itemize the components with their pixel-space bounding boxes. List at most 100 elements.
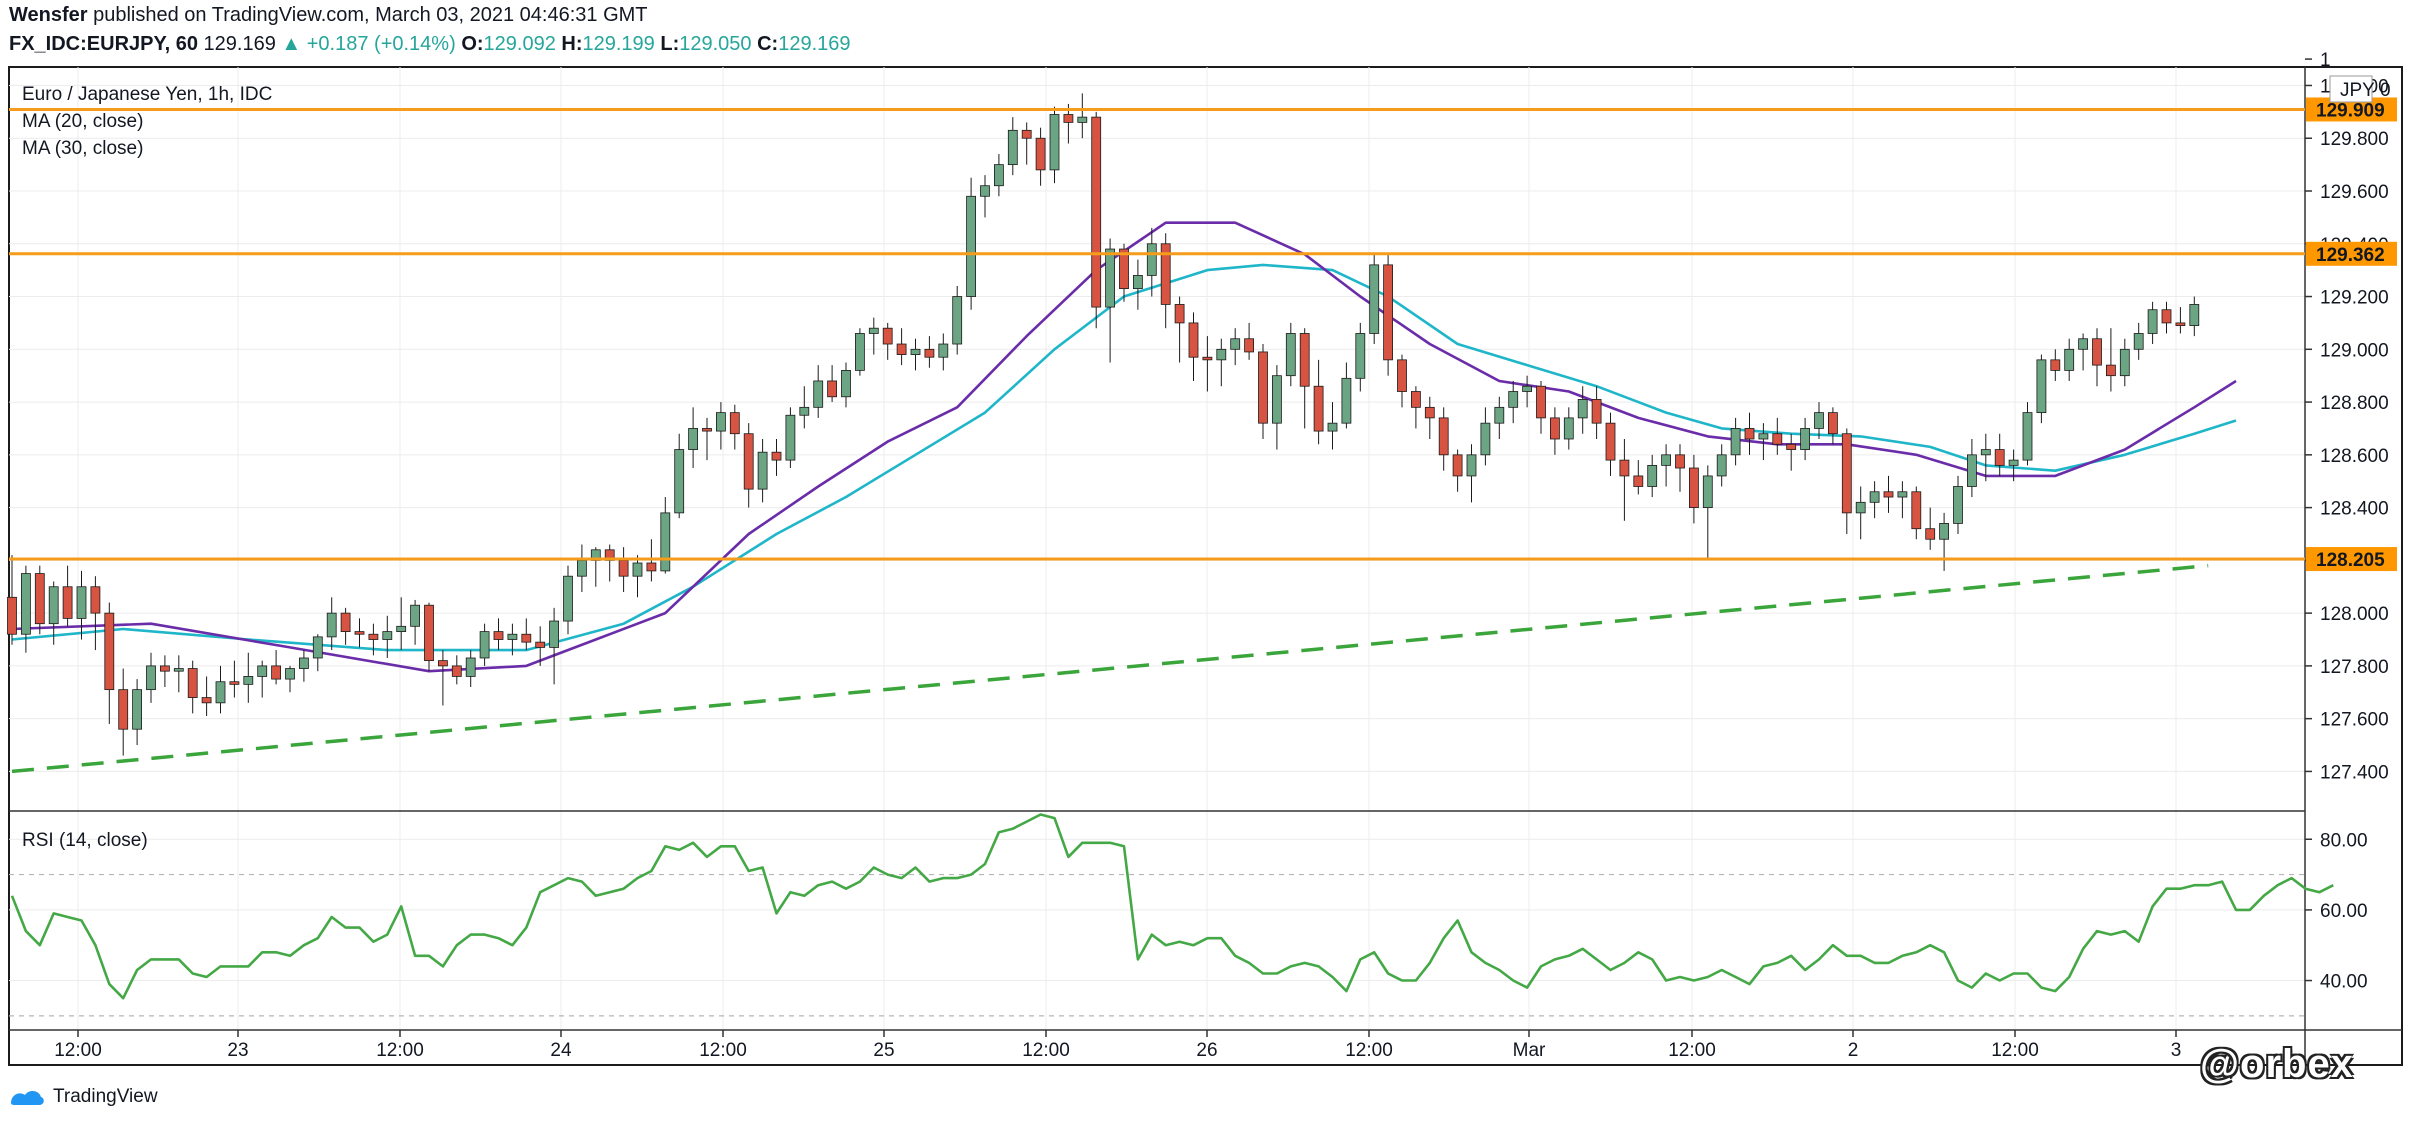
candle[interactable]	[1146, 227, 1157, 297]
candle[interactable]	[451, 655, 462, 685]
candle[interactable]	[1438, 407, 1449, 471]
candle[interactable]	[118, 668, 129, 756]
candle[interactable]	[2008, 449, 2019, 482]
candle[interactable]	[660, 497, 671, 574]
candle[interactable]	[104, 602, 115, 724]
candle[interactable]	[1369, 254, 1380, 345]
candle[interactable]	[827, 365, 837, 403]
candle[interactable]	[2105, 328, 2116, 392]
candle[interactable]	[2022, 402, 2033, 466]
candle[interactable]	[2036, 354, 2047, 424]
candle[interactable]	[1091, 111, 1102, 329]
candle[interactable]	[1744, 412, 1755, 455]
candle[interactable]	[298, 650, 309, 682]
candle[interactable]	[132, 679, 143, 746]
candle[interactable]	[1021, 122, 1032, 165]
candle[interactable]	[1633, 460, 1644, 495]
candle[interactable]	[1563, 407, 1574, 450]
candle[interactable]	[1258, 344, 1268, 439]
candle[interactable]	[1647, 454, 1658, 498]
candle[interactable]	[896, 328, 907, 366]
candle[interactable]	[813, 365, 824, 418]
symbol-name[interactable]: FX_IDC:EURJPY, 60	[9, 33, 198, 55]
candle[interactable]	[618, 547, 629, 593]
candle[interactable]	[1299, 328, 1310, 429]
candle[interactable]	[1411, 386, 1421, 429]
candle[interactable]	[1869, 481, 1880, 519]
candle[interactable]	[1883, 475, 1894, 513]
candle[interactable]	[855, 328, 865, 376]
candle[interactable]	[868, 317, 879, 355]
candle[interactable]	[729, 404, 740, 450]
legend-ma30[interactable]: MA (30, close)	[22, 138, 143, 159]
candle[interactable]	[1077, 93, 1088, 139]
candle[interactable]	[841, 362, 851, 408]
candle[interactable]	[577, 544, 587, 593]
trendline[interactable]	[11, 563, 2209, 774]
currency-badge[interactable]	[2329, 75, 2373, 103]
candle[interactable]	[396, 597, 407, 651]
candle[interactable]	[882, 322, 893, 360]
candle[interactable]	[229, 660, 240, 698]
candle[interactable]	[1730, 417, 1741, 466]
candle[interactable]	[1967, 439, 1977, 498]
candle[interactable]	[632, 555, 643, 598]
trendline-segment[interactable]	[11, 563, 2209, 774]
candle[interactable]	[2133, 322, 2144, 360]
candle[interactable]	[326, 597, 337, 651]
candle[interactable]	[437, 650, 448, 706]
rsi-path[interactable]	[10, 813, 2334, 1000]
candle[interactable]	[1911, 486, 1922, 540]
candle[interactable]	[1508, 380, 1519, 424]
candle[interactable]	[1550, 407, 1560, 455]
candle[interactable]	[1577, 386, 1588, 434]
candle[interactable]	[507, 623, 518, 656]
candle[interactable]	[771, 439, 782, 476]
candle[interactable]	[20, 565, 31, 653]
horizontal-levels[interactable]	[9, 107, 2305, 561]
candle[interactable]	[90, 576, 101, 651]
candle[interactable]	[1383, 254, 1393, 376]
candle[interactable]	[674, 433, 685, 519]
candle[interactable]	[2050, 349, 2061, 381]
candle[interactable]	[702, 417, 712, 461]
candle[interactable]	[1814, 402, 1824, 439]
candle[interactable]	[590, 547, 601, 587]
rsi-line[interactable]	[10, 813, 2334, 1000]
candle[interactable]	[201, 676, 212, 717]
candle[interactable]	[424, 602, 434, 672]
candle[interactable]	[1494, 396, 1505, 439]
candle[interactable]	[1716, 444, 1727, 487]
candle[interactable]	[1174, 296, 1185, 363]
candle[interactable]	[1188, 312, 1199, 381]
candle[interactable]	[1313, 359, 1324, 445]
candle[interactable]	[257, 660, 268, 698]
candle[interactable]	[1452, 449, 1463, 492]
candle[interactable]	[34, 565, 45, 635]
candle[interactable]	[966, 177, 976, 310]
candle[interactable]	[2064, 338, 2075, 381]
candle[interactable]	[1216, 338, 1227, 387]
candle[interactable]	[1466, 444, 1477, 503]
ma20-path[interactable]	[11, 221, 2237, 673]
candle[interactable]	[994, 154, 1004, 197]
legend-title[interactable]: Euro / Japanese Yen, 1h, IDC	[22, 84, 272, 105]
candle[interactable]	[465, 650, 476, 687]
candle[interactable]	[312, 634, 323, 672]
candle[interactable]	[1786, 433, 1797, 471]
candle[interactable]	[1800, 417, 1810, 461]
candle[interactable]	[1661, 444, 1671, 487]
candle[interactable]	[1591, 386, 1602, 439]
candle[interactable]	[1424, 396, 1435, 439]
ma20-line[interactable]	[11, 221, 2237, 673]
candle[interactable]	[1105, 238, 1115, 363]
candle[interactable]	[2092, 328, 2102, 387]
price-axis[interactable]: 127.400127.600127.800128.000128.200128.4…	[2305, 50, 2389, 783]
candle[interactable]	[1160, 233, 1171, 329]
candle[interactable]	[243, 652, 254, 703]
candle[interactable]	[2078, 333, 2089, 371]
candle[interactable]	[159, 655, 170, 687]
candle[interactable]	[1689, 454, 1699, 524]
tradingview-brand[interactable]: TradingView	[9, 1086, 158, 1108]
candle[interactable]	[521, 618, 532, 651]
